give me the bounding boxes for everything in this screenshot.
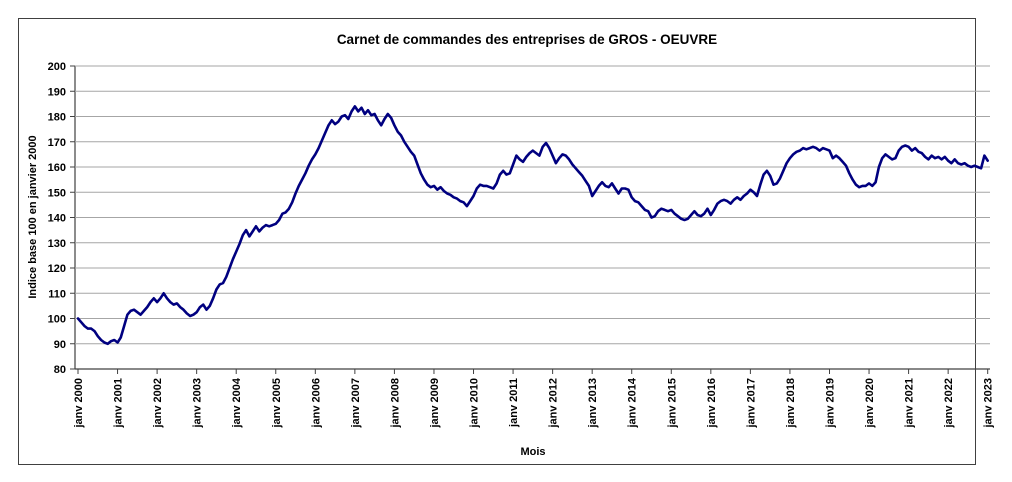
x-tick-label: janv 2006 <box>310 378 322 429</box>
x-tick-label: janv 2016 <box>706 378 718 429</box>
y-tick-label: 200 <box>48 61 66 73</box>
y-tick-label: 90 <box>54 339 66 351</box>
x-tick-label: janv 2005 <box>271 378 283 429</box>
x-tick-label: janv 2007 <box>350 378 362 429</box>
x-tick-label: janv 2000 <box>73 378 85 429</box>
x-tick-label: janv 2021 <box>904 378 916 429</box>
chart-border <box>18 18 976 465</box>
x-tick-label: janv 2022 <box>943 378 955 429</box>
x-tick-label: janv 2001 <box>113 378 125 429</box>
y-tick-label: 80 <box>54 364 66 376</box>
x-tick-label: janv 2002 <box>152 378 164 429</box>
x-tick-label: janv 2017 <box>745 378 757 429</box>
series-line <box>76 105 990 346</box>
y-tick-label: 160 <box>48 162 66 174</box>
y-tick-label: 140 <box>48 213 66 225</box>
x-tick-label: janv 2010 <box>469 378 481 429</box>
x-tick-label: janv 2015 <box>666 378 678 429</box>
x-tick-label: janv 2018 <box>785 378 797 429</box>
x-tick-label: janv 2003 <box>192 378 204 429</box>
x-tick-label: janv 2012 <box>548 378 560 429</box>
x-tick-label: janv 2008 <box>389 378 401 429</box>
y-tick-label: 120 <box>48 263 66 275</box>
y-tick-label: 130 <box>48 238 66 250</box>
x-tick-label: janv 2004 <box>231 377 243 428</box>
x-tick-label: janv 2011 <box>508 378 520 428</box>
y-tick-label: 150 <box>48 187 66 199</box>
y-tick-label: 110 <box>48 288 66 300</box>
x-axis-title: Mois <box>520 446 545 458</box>
y-axis-title: Indice base 100 en janvier 2000 <box>27 135 39 298</box>
x-tick-label: janv 2014 <box>627 377 639 428</box>
y-tick-label: 190 <box>48 86 66 98</box>
chart-title: Carnet de commandes des entreprises de G… <box>337 32 717 47</box>
y-tick-label: 180 <box>48 112 66 124</box>
x-tick-label: janv 2020 <box>864 378 876 429</box>
x-tick-label: janv 2009 <box>429 378 441 429</box>
x-tick-label: janv 2023 <box>983 378 995 429</box>
x-tick-label: janv 2013 <box>587 378 599 429</box>
y-tick-label: 170 <box>48 137 66 149</box>
x-tick-label: janv 2019 <box>824 378 836 429</box>
y-tick-label: 100 <box>48 314 66 326</box>
